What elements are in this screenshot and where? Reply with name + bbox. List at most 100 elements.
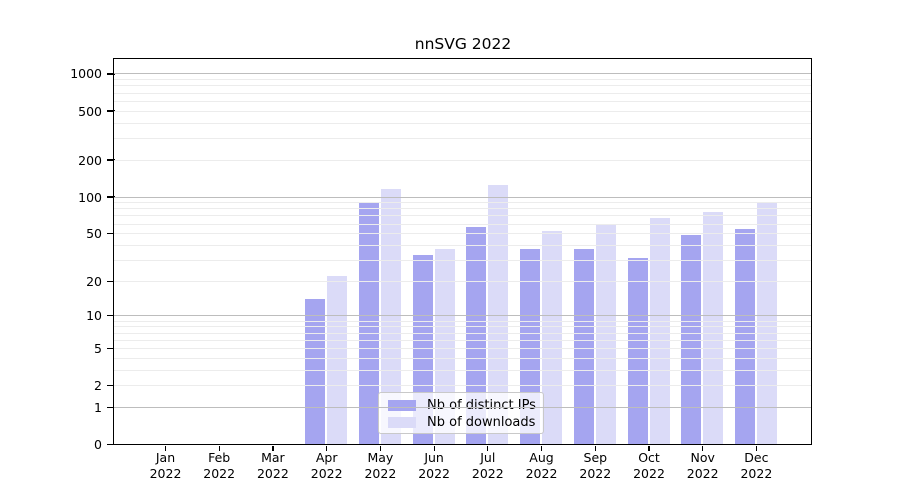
x-tick-label: Apr 2022: [295, 450, 359, 481]
y-tick-mark: [106, 73, 115, 75]
x-tick-month: Mar: [261, 450, 285, 465]
y-tick-label: 2: [94, 378, 102, 394]
y-tick-mark: [106, 384, 115, 387]
plot-area: Nb of distinct IPs Nb of downloads: [113, 58, 812, 445]
y-tick-label: 1000: [70, 66, 102, 82]
x-tick-year: 2022: [740, 465, 773, 481]
gridline-minor: [114, 92, 811, 94]
x-tick-mark: [218, 445, 220, 451]
x-tick-label: Aug 2022: [510, 450, 574, 481]
x-tick-month: Jun: [424, 450, 444, 465]
gridline-major: [114, 196, 811, 198]
gridline-minor: [114, 347, 811, 349]
gridline-minor: [114, 320, 811, 322]
x-tick-mark: [594, 445, 596, 451]
x-tick-year: 2022: [310, 465, 343, 481]
y-tick-label: 5: [94, 340, 102, 356]
gridline-major: [114, 315, 811, 317]
gridline-minor: [114, 357, 811, 359]
x-tick-mark: [326, 445, 328, 451]
y-tick-mark: [106, 196, 115, 198]
y-tick-label: 200: [78, 152, 102, 168]
y-tick-mark: [106, 443, 115, 446]
bar-downloads-may: [380, 189, 401, 444]
x-tick-year: 2022: [418, 465, 450, 481]
gridline-minor: [114, 122, 811, 124]
gridline-minor: [114, 369, 811, 371]
x-tick-label: Jul 2022: [456, 450, 520, 481]
legend-item-distinct-ips: Nb of distinct IPs: [388, 397, 536, 414]
x-tick-month: Jul: [480, 450, 496, 465]
legend-swatch-downloads: [388, 417, 416, 428]
bar-downloads-nov: [703, 212, 724, 444]
gridline-minor: [114, 79, 811, 81]
y-tick-mark: [106, 406, 115, 408]
bar-distinct-ips-may: [358, 203, 379, 444]
gridline-minor: [114, 208, 811, 210]
gridline-minor: [114, 223, 811, 225]
x-tick-mark: [540, 445, 543, 451]
bar-downloads-aug: [542, 231, 562, 444]
x-tick-year: 2022: [633, 465, 665, 481]
legend-label-distinct-ips: Nb of distinct IPs: [427, 398, 536, 413]
chart-title: nnSVG 2022: [414, 35, 512, 53]
x-tick-label: Dec 2022: [724, 450, 788, 481]
y-tick-label: 50: [86, 226, 102, 242]
x-tick-year: 2022: [256, 465, 289, 481]
bar-downloads-oct: [649, 217, 670, 444]
gridline-minor: [114, 137, 811, 139]
gridline-major: [114, 406, 811, 408]
legend: Nb of distinct IPs Nb of downloads: [378, 392, 544, 434]
gridline-minor: [114, 385, 811, 387]
x-tick-month: Sep: [583, 450, 608, 465]
y-tick-label: 1: [94, 399, 102, 415]
bar-downloads-apr: [327, 275, 348, 444]
y-tick-mark: [106, 280, 115, 282]
gridline-major: [114, 73, 811, 75]
bar-downloads-sep: [595, 223, 616, 444]
gridline-minor: [114, 202, 811, 204]
legend-label-downloads: Nb of downloads: [427, 415, 536, 430]
bar-distinct-ips-oct: [627, 258, 648, 444]
y-tick-mark: [106, 110, 115, 112]
x-tick-mark: [648, 445, 650, 451]
gridline-minor: [114, 233, 811, 235]
x-tick-label: May 2022: [348, 450, 412, 481]
x-tick-label: Jun 2022: [402, 450, 466, 481]
gridline-minor: [114, 159, 811, 161]
gridline-minor: [114, 280, 811, 282]
gridline-minor: [114, 339, 811, 341]
x-tick-label: Sep 2022: [563, 450, 627, 481]
x-tick-month: Aug: [529, 450, 554, 465]
gridline-minor: [114, 244, 811, 246]
x-tick-month: Apr: [315, 450, 338, 465]
x-tick-month: Feb: [208, 450, 231, 465]
x-tick-month: Nov: [690, 450, 715, 465]
x-tick-label: Mar 2022: [241, 450, 305, 481]
y-tick-mark: [106, 347, 115, 349]
bar-downloads-jul: [488, 185, 509, 444]
y-tick-label: 10: [86, 308, 102, 324]
y-tick-label: 100: [78, 189, 102, 205]
x-tick-label: Nov 2022: [671, 450, 735, 481]
gridline-minor: [114, 259, 811, 261]
y-tick-mark: [106, 315, 115, 317]
x-tick-label: Oct 2022: [617, 450, 681, 481]
x-tick-year: 2022: [149, 465, 182, 481]
x-tick-label: Feb 2022: [187, 450, 251, 481]
x-tick-year: 2022: [686, 465, 719, 481]
gridline-minor: [114, 326, 811, 328]
x-tick-mark: [164, 445, 167, 451]
x-tick-mark: [272, 445, 274, 451]
bar-distinct-ips-sep: [573, 248, 594, 444]
y-tick-label: 20: [86, 273, 102, 289]
x-tick-year: 2022: [525, 465, 558, 481]
x-tick-month: Jan: [155, 450, 176, 465]
gridline-minor: [114, 215, 811, 217]
gridline-minor: [114, 85, 811, 87]
x-tick-month: Dec: [744, 450, 769, 465]
legend-item-downloads: Nb of downloads: [388, 414, 535, 431]
gridline-minor: [114, 110, 811, 112]
bar-downloads-dec: [756, 203, 777, 444]
